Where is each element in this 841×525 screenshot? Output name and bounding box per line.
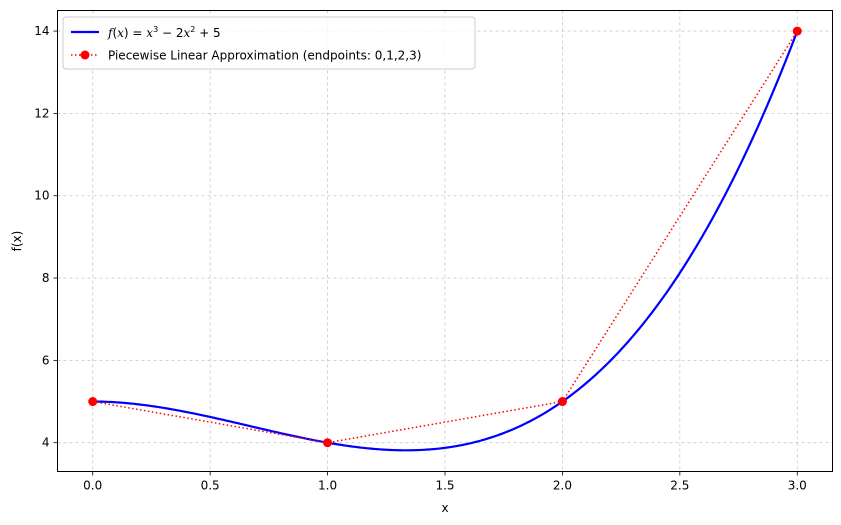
legend-swatch-approx-marker: [80, 50, 90, 60]
y-tick-label: 4: [42, 436, 50, 450]
x-tick-label: 2.5: [670, 479, 689, 493]
x-tick-label: 2.0: [553, 479, 572, 493]
legend-box: [62, 16, 476, 70]
approx-point: [792, 26, 802, 36]
legend: f(x) = x3 − 2x2 + 5 Piecewise Linear App…: [62, 16, 476, 70]
x-axis: 0.0 0.5 1.0 1.5 2.0 2.5 3.0: [83, 471, 807, 493]
x-tick-label: 3.0: [788, 479, 807, 493]
y-axis: 4 6 8 10 12 14: [34, 24, 58, 450]
y-tick-label: 6: [42, 353, 50, 367]
y-tick-label: 12: [34, 106, 49, 120]
x-tick-label: 1.5: [435, 479, 454, 493]
approx-point: [88, 397, 98, 407]
y-tick-label: 10: [34, 189, 49, 203]
series-curve-line: [92, 30, 799, 452]
y-axis-label: f(x): [10, 231, 24, 252]
x-tick-label: 0.5: [201, 479, 220, 493]
legend-label-approx: Piecewise Linear Approximation (endpoint…: [108, 49, 421, 63]
grid: [57, 10, 833, 472]
x-tick-label: 0.0: [83, 479, 102, 493]
series-approx-line: [92, 30, 798, 444]
approx-point: [557, 397, 567, 407]
x-axis-label: x: [441, 501, 448, 515]
plot-series: [88, 26, 802, 452]
y-tick-label: 14: [34, 24, 49, 38]
y-tick-label: 8: [42, 271, 50, 285]
approx-point: [323, 438, 333, 448]
legend-label-curve: f(x) = x3 − 2x2 + 5: [107, 25, 221, 40]
x-tick-label: 1.0: [318, 479, 337, 493]
